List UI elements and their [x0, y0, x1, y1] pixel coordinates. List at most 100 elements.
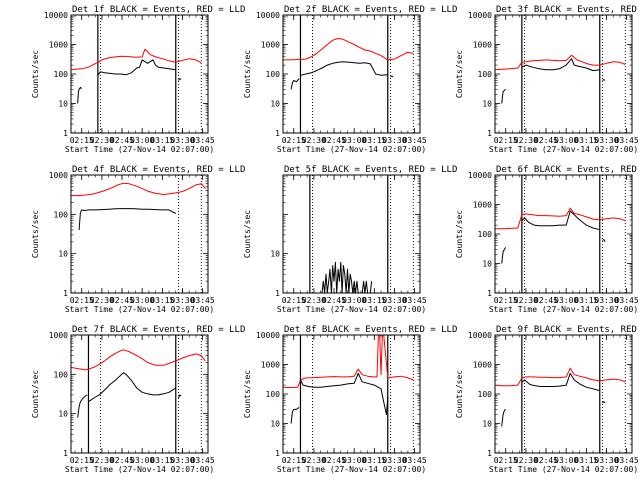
y-axis-label: Counts/sec: [243, 370, 252, 418]
x-tick-label: 03:00: [342, 296, 366, 305]
chart-panel: Det 3f BLACK = Events, RED = LLD Counts/s…: [455, 5, 640, 154]
y-tick-label: 1000: [473, 201, 492, 210]
x-axis-label: Start Time (27-Nov-14 02:07:00): [65, 145, 214, 154]
x-tick-label: 02:15: [282, 136, 306, 145]
series-line-lld: [495, 54, 626, 71]
series-line-lld: [283, 38, 414, 61]
y-tick-label: 1000: [261, 41, 280, 50]
series-line-events: [178, 394, 182, 399]
x-tick-label: 02:15: [494, 456, 518, 465]
y-tick-label: 10: [482, 100, 492, 109]
series-line-events: [501, 88, 506, 104]
y-tick-label: 1000: [49, 171, 68, 180]
plot-frame: [282, 14, 421, 134]
x-tick-label: 02:30: [302, 296, 326, 305]
y-tick-label: 10: [270, 420, 280, 429]
x-tick-label: 03:15: [362, 296, 386, 305]
y-tick-label: 100: [478, 390, 493, 399]
chart-title: Det 6f BLACK = Events, RED = LLD: [496, 165, 640, 175]
x-tick-label: 02:30: [90, 456, 114, 465]
x-tick-label: 03:15: [150, 296, 174, 305]
y-tick-label: 1000: [473, 361, 492, 370]
plot-frame: [494, 174, 633, 294]
y-tick-label: 1: [275, 289, 280, 298]
x-tick-label: 02:15: [70, 296, 94, 305]
x-tick-label: 03:15: [362, 456, 386, 465]
x-tick-label: 03:30: [382, 456, 406, 465]
y-tick-label: 100: [478, 70, 493, 79]
plot-frame: [494, 14, 633, 134]
series-line-events: [361, 280, 373, 293]
y-tick-label: 10: [58, 410, 68, 419]
series-line-lld: [71, 48, 202, 71]
y-tick-label: 10000: [468, 331, 492, 340]
series-line-events: [602, 79, 606, 81]
series-line-lld: [71, 349, 206, 371]
y-tick-label: 1000: [49, 41, 68, 50]
x-tick-label: 03:15: [362, 136, 386, 145]
x-tick-label: 02:30: [514, 136, 538, 145]
x-tick-label: 02:15: [494, 296, 518, 305]
series-line-events: [97, 59, 176, 76]
x-tick-label: 03:30: [382, 296, 406, 305]
y-tick-label: 100: [266, 390, 281, 399]
plot-frame: [282, 174, 421, 294]
x-tick-label: 02:30: [90, 296, 114, 305]
y-axis-label: Counts/sec: [455, 50, 464, 98]
x-tick-label: 02:30: [90, 136, 114, 145]
y-tick-label: 1: [487, 129, 492, 138]
series-line-events: [521, 372, 600, 392]
x-tick-label: 03:15: [574, 136, 598, 145]
series-line-events: [501, 247, 507, 264]
chart-panel: Det 8f BLACK = Events, RED = LLD Counts/s…: [243, 325, 457, 474]
series-line-events: [602, 239, 606, 242]
series-line-lld: [495, 207, 626, 230]
x-axis-label: Start Time (27-Nov-14 02:07:00): [65, 465, 214, 474]
chart-title: Det 9f BLACK = Events, RED = LLD: [496, 325, 640, 335]
x-tick-label: 03:00: [130, 456, 154, 465]
x-tick-label: 02:15: [70, 136, 94, 145]
chart-title: Det 5f BLACK = Events, RED = LLD: [284, 165, 457, 175]
chart-panel: Det 5f BLACK = Events, RED = LLD Counts/s…: [243, 165, 457, 314]
chart-title: Det 2f BLACK = Events, RED = LLD: [284, 5, 457, 15]
x-tick-label: 03:45: [191, 456, 215, 465]
series-line-events: [77, 394, 88, 418]
y-axis-label: Counts/sec: [243, 50, 252, 98]
y-tick-label: 1: [275, 449, 280, 458]
series-line-events: [501, 408, 506, 427]
y-axis-label: Counts/sec: [31, 370, 40, 418]
series-line-lld: [495, 367, 626, 387]
x-axis-label: Start Time (27-Nov-14 02:07:00): [489, 465, 638, 474]
x-axis-label: Start Time (27-Nov-14 02:07:00): [489, 145, 638, 154]
x-tick-label: 03:00: [554, 456, 578, 465]
y-tick-label: 1000: [261, 361, 280, 370]
plot-frame: [282, 334, 421, 454]
plot-frame: [70, 14, 209, 134]
x-axis-label: Start Time (27-Nov-14 02:07:00): [277, 145, 426, 154]
series-line-events: [78, 208, 177, 231]
series-line-events: [178, 78, 182, 81]
x-tick-label: 02:15: [70, 456, 94, 465]
x-axis-label: Start Time (27-Nov-14 02:07:00): [65, 305, 214, 314]
y-tick-label: 10: [482, 260, 492, 269]
x-tick-label: 02:45: [534, 296, 558, 305]
chart-panel: Det 6f BLACK = Events, RED = LLD Counts/s…: [455, 165, 640, 314]
y-tick-label: 1000: [49, 331, 68, 340]
x-tick-label: 03:00: [130, 136, 154, 145]
chart-title: Det 7f BLACK = Events, RED = LLD: [72, 325, 245, 335]
series-line-events: [390, 75, 394, 78]
x-tick-label: 03:15: [150, 456, 174, 465]
x-tick-label: 03:45: [615, 456, 639, 465]
y-tick-label: 10000: [256, 331, 280, 340]
y-tick-label: 10: [270, 100, 280, 109]
x-tick-label: 03:45: [615, 136, 639, 145]
series-line-events: [290, 78, 300, 90]
plot-frame: [494, 334, 633, 454]
x-tick-label: 02:45: [110, 456, 134, 465]
y-tick-label: 100: [478, 230, 493, 239]
chart-title: Det 1f BLACK = Events, RED = LLD: [72, 5, 245, 15]
x-tick-label: 03:30: [594, 296, 618, 305]
y-tick-label: 10: [482, 420, 492, 429]
y-tick-label: 1: [63, 449, 68, 458]
